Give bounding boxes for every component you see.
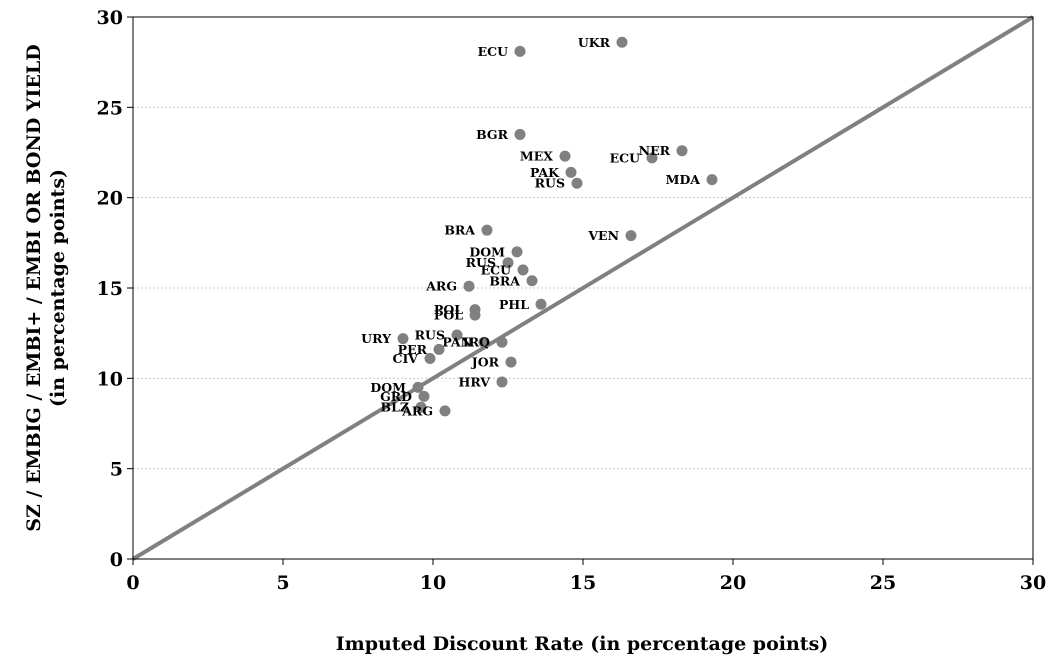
y-tick-label-15: 15 bbox=[97, 278, 123, 300]
point-label-ecu: ECU bbox=[478, 44, 508, 59]
data-point-pol bbox=[469, 309, 481, 321]
point-label-hrv: HRV bbox=[459, 374, 491, 389]
data-point-dom bbox=[412, 381, 424, 393]
reference-line bbox=[131, 15, 1035, 561]
x-tick-label-15: 15 bbox=[570, 572, 596, 594]
data-point-arg bbox=[463, 280, 475, 292]
point-label-rus: RUS bbox=[466, 255, 496, 270]
data-point-grd bbox=[418, 390, 430, 402]
data-point-ecu bbox=[646, 152, 658, 164]
point-label-irq: IRQ bbox=[463, 335, 490, 350]
x-tick-label-5: 5 bbox=[276, 572, 289, 594]
point-label-pol: POL bbox=[434, 308, 463, 323]
data-point-mda bbox=[706, 174, 718, 186]
point-label-pak: PAK bbox=[530, 165, 560, 180]
y-tick-label-0: 0 bbox=[110, 549, 123, 571]
data-point-ven bbox=[625, 230, 637, 242]
point-label-arg: ARG bbox=[425, 279, 457, 294]
x-tick-label-0: 0 bbox=[126, 572, 139, 594]
axes bbox=[127, 16, 1034, 565]
point-label-ury: URY bbox=[361, 331, 392, 346]
data-point-hrv bbox=[496, 376, 508, 388]
point-label-bgr: BGR bbox=[476, 127, 508, 142]
y-tick-label-30: 30 bbox=[97, 7, 123, 29]
x-tick-label-20: 20 bbox=[720, 572, 746, 594]
point-label-civ: CIV bbox=[393, 351, 419, 366]
point-label-ecu: ECU bbox=[610, 150, 640, 165]
point-label-arg: ARG bbox=[401, 403, 433, 418]
point-label-jor: JOR bbox=[471, 355, 500, 370]
data-point-rus bbox=[451, 329, 463, 341]
data-point-ecu bbox=[514, 45, 526, 57]
data-point-mex bbox=[559, 150, 571, 162]
x-tick-label-25: 25 bbox=[870, 572, 896, 594]
x-tick-label-10: 10 bbox=[420, 572, 446, 594]
x-tick-label-30: 30 bbox=[1020, 572, 1046, 594]
point-label-dom: DOM bbox=[370, 380, 406, 395]
y-axis-title-line-2: (in percentage points) bbox=[47, 169, 69, 407]
data-point-bgr bbox=[514, 128, 526, 140]
point-label-ecu: ECU bbox=[481, 262, 511, 277]
point-label-pan: PAN bbox=[442, 335, 472, 350]
y-tick-label-5: 5 bbox=[110, 459, 123, 481]
data-point-pan bbox=[478, 336, 490, 348]
point-label-phl: PHL bbox=[499, 297, 529, 312]
point-label-mda: MDA bbox=[666, 172, 701, 187]
point-label-bra: BRA bbox=[444, 223, 475, 238]
data-point-rus bbox=[502, 257, 514, 269]
data-point-ner bbox=[676, 145, 688, 157]
data-point-blz bbox=[415, 401, 427, 413]
data-points bbox=[397, 36, 718, 417]
y-tick-label-25: 25 bbox=[97, 97, 123, 119]
data-point-per bbox=[433, 343, 445, 355]
point-label-grd: GRD bbox=[380, 389, 412, 404]
point-label-blz: BLZ bbox=[381, 400, 409, 415]
point-label-pol: POL bbox=[434, 302, 463, 317]
point-label-mex: MEX bbox=[520, 149, 553, 164]
point-label-dom: DOM bbox=[469, 244, 505, 259]
point-label-ukr: UKR bbox=[578, 35, 611, 50]
tick-labels: 0 5 10 15 20 25 30 0 5 10 15 20 25 30 bbox=[97, 7, 1047, 594]
point-label-rus: RUS bbox=[535, 176, 565, 191]
y-tick-label-10: 10 bbox=[97, 368, 123, 390]
grid-lines bbox=[133, 16, 1033, 470]
data-point-ukr bbox=[616, 36, 628, 48]
data-point-rus bbox=[571, 177, 583, 189]
reference-line-layer bbox=[131, 15, 1035, 561]
x-axis-title: Imputed Discount Rate (in percentage poi… bbox=[336, 633, 829, 655]
point-label-per: PER bbox=[398, 342, 428, 357]
data-point-dom bbox=[511, 246, 523, 258]
data-point-arg bbox=[439, 405, 451, 417]
data-point-jor bbox=[505, 356, 517, 368]
point-label-ven: VEN bbox=[587, 228, 619, 243]
data-point-irq bbox=[496, 336, 508, 348]
y-tick-label-20: 20 bbox=[97, 188, 123, 210]
y-axis-title-line-1: SZ / EMBIG / EMBI+ / EMBI OR BOND YIELD bbox=[23, 44, 45, 531]
data-point-civ bbox=[424, 352, 436, 364]
data-point-ury bbox=[397, 333, 409, 345]
data-point-bra bbox=[481, 224, 493, 236]
data-point-pak bbox=[565, 166, 577, 178]
data-point-bra bbox=[526, 275, 538, 287]
point-label-bra: BRA bbox=[489, 273, 520, 288]
point-label-rus: RUS bbox=[415, 327, 445, 342]
data-point-phl bbox=[535, 298, 547, 310]
point-label-ner: NER bbox=[639, 143, 671, 158]
data-point-ecu bbox=[517, 264, 529, 276]
y-axis-title: SZ / EMBIG / EMBI+ / EMBI OR BOND YIELD … bbox=[23, 44, 69, 531]
